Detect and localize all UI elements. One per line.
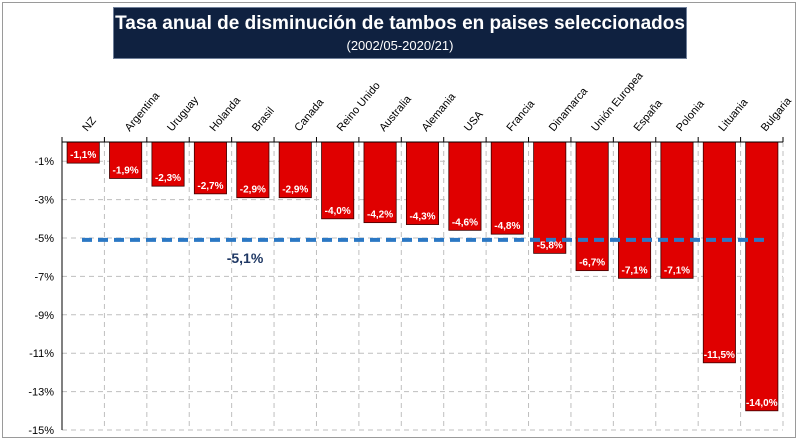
data-label: -1,9% [113, 165, 139, 176]
category-label: Australia [377, 93, 414, 134]
category-label: USA [462, 108, 486, 134]
data-label: -6,7% [579, 258, 605, 269]
data-labels: -1,1% -1,9% -2,3% -2,7% -2,9% -2,9% -4,0% -4,2%… [70, 150, 778, 409]
y-tick-label: -15% [28, 425, 54, 437]
data-label: -4,0% [325, 206, 351, 217]
bars [66, 141, 779, 412]
y-tick-label: -3% [34, 195, 54, 207]
data-label: -4,8% [494, 221, 520, 232]
category-label: Bulgaria [759, 95, 795, 134]
category-label: NZ [80, 115, 99, 134]
category-label: Dinamarca [547, 85, 591, 134]
category-label: Holanda [208, 94, 244, 134]
category-label: Lituania [716, 96, 751, 134]
chart-subtitle: (2002/05-2020/21) [346, 38, 454, 53]
y-tick-label: -9% [34, 310, 54, 322]
data-label: -1,1% [70, 150, 96, 161]
y-tick-label: -7% [34, 271, 54, 283]
data-label: -2,7% [197, 181, 223, 192]
bar [405, 141, 440, 225]
bar [448, 141, 482, 231]
data-label: -14,0% [746, 398, 778, 409]
category-axis: NZ Argentina Uruguay Holanda Brasil Canada Rei… [61, 69, 795, 143]
y-axis: -1% -3% -5% -7% -9% -11% -13% -15% [28, 142, 63, 437]
category-label: Brasil [250, 105, 277, 134]
category-label: Uruguay [165, 94, 201, 134]
category-label: Polonia [674, 97, 707, 133]
category-label: Reino Unido [335, 80, 383, 134]
data-label: -4,6% [452, 217, 478, 228]
data-label: -4,2% [367, 210, 393, 221]
data-label: -2,9% [240, 185, 266, 196]
bar [745, 141, 779, 412]
bar [109, 141, 143, 179]
category-label: España [632, 97, 666, 134]
bar [533, 141, 567, 254]
bar [490, 141, 524, 235]
bar [660, 141, 694, 279]
bar [193, 141, 227, 195]
data-label: -5,8% [537, 240, 563, 251]
data-label: -7,1% [664, 265, 690, 276]
category-label: Argentina [123, 89, 163, 133]
chart-title: Tasa anual de disminución de tambos en p… [115, 13, 685, 34]
bar [236, 141, 270, 199]
category-label: Alemania [420, 90, 459, 134]
y-tick-label: -5% [34, 233, 54, 245]
data-label: -2,9% [282, 185, 308, 196]
bar [618, 141, 652, 279]
y-tick-label: -11% [29, 348, 54, 360]
bar [575, 141, 609, 272]
y-tick-label: -1% [34, 156, 54, 168]
y-tick-label: -13% [28, 387, 54, 399]
bar [363, 141, 397, 224]
title-box: Tasa anual de disminución de tambos en p… [113, 7, 687, 59]
bar [702, 141, 736, 364]
data-label: -7,1% [621, 265, 647, 276]
bar [321, 141, 355, 220]
average-label: -5,1% [227, 250, 264, 266]
category-label: Francia [504, 97, 537, 133]
category-label: Canada [292, 96, 327, 134]
data-label: -2,3% [155, 173, 181, 184]
bar [151, 141, 185, 187]
data-label: -4,3% [409, 212, 435, 223]
data-label: -11,5% [704, 350, 735, 361]
